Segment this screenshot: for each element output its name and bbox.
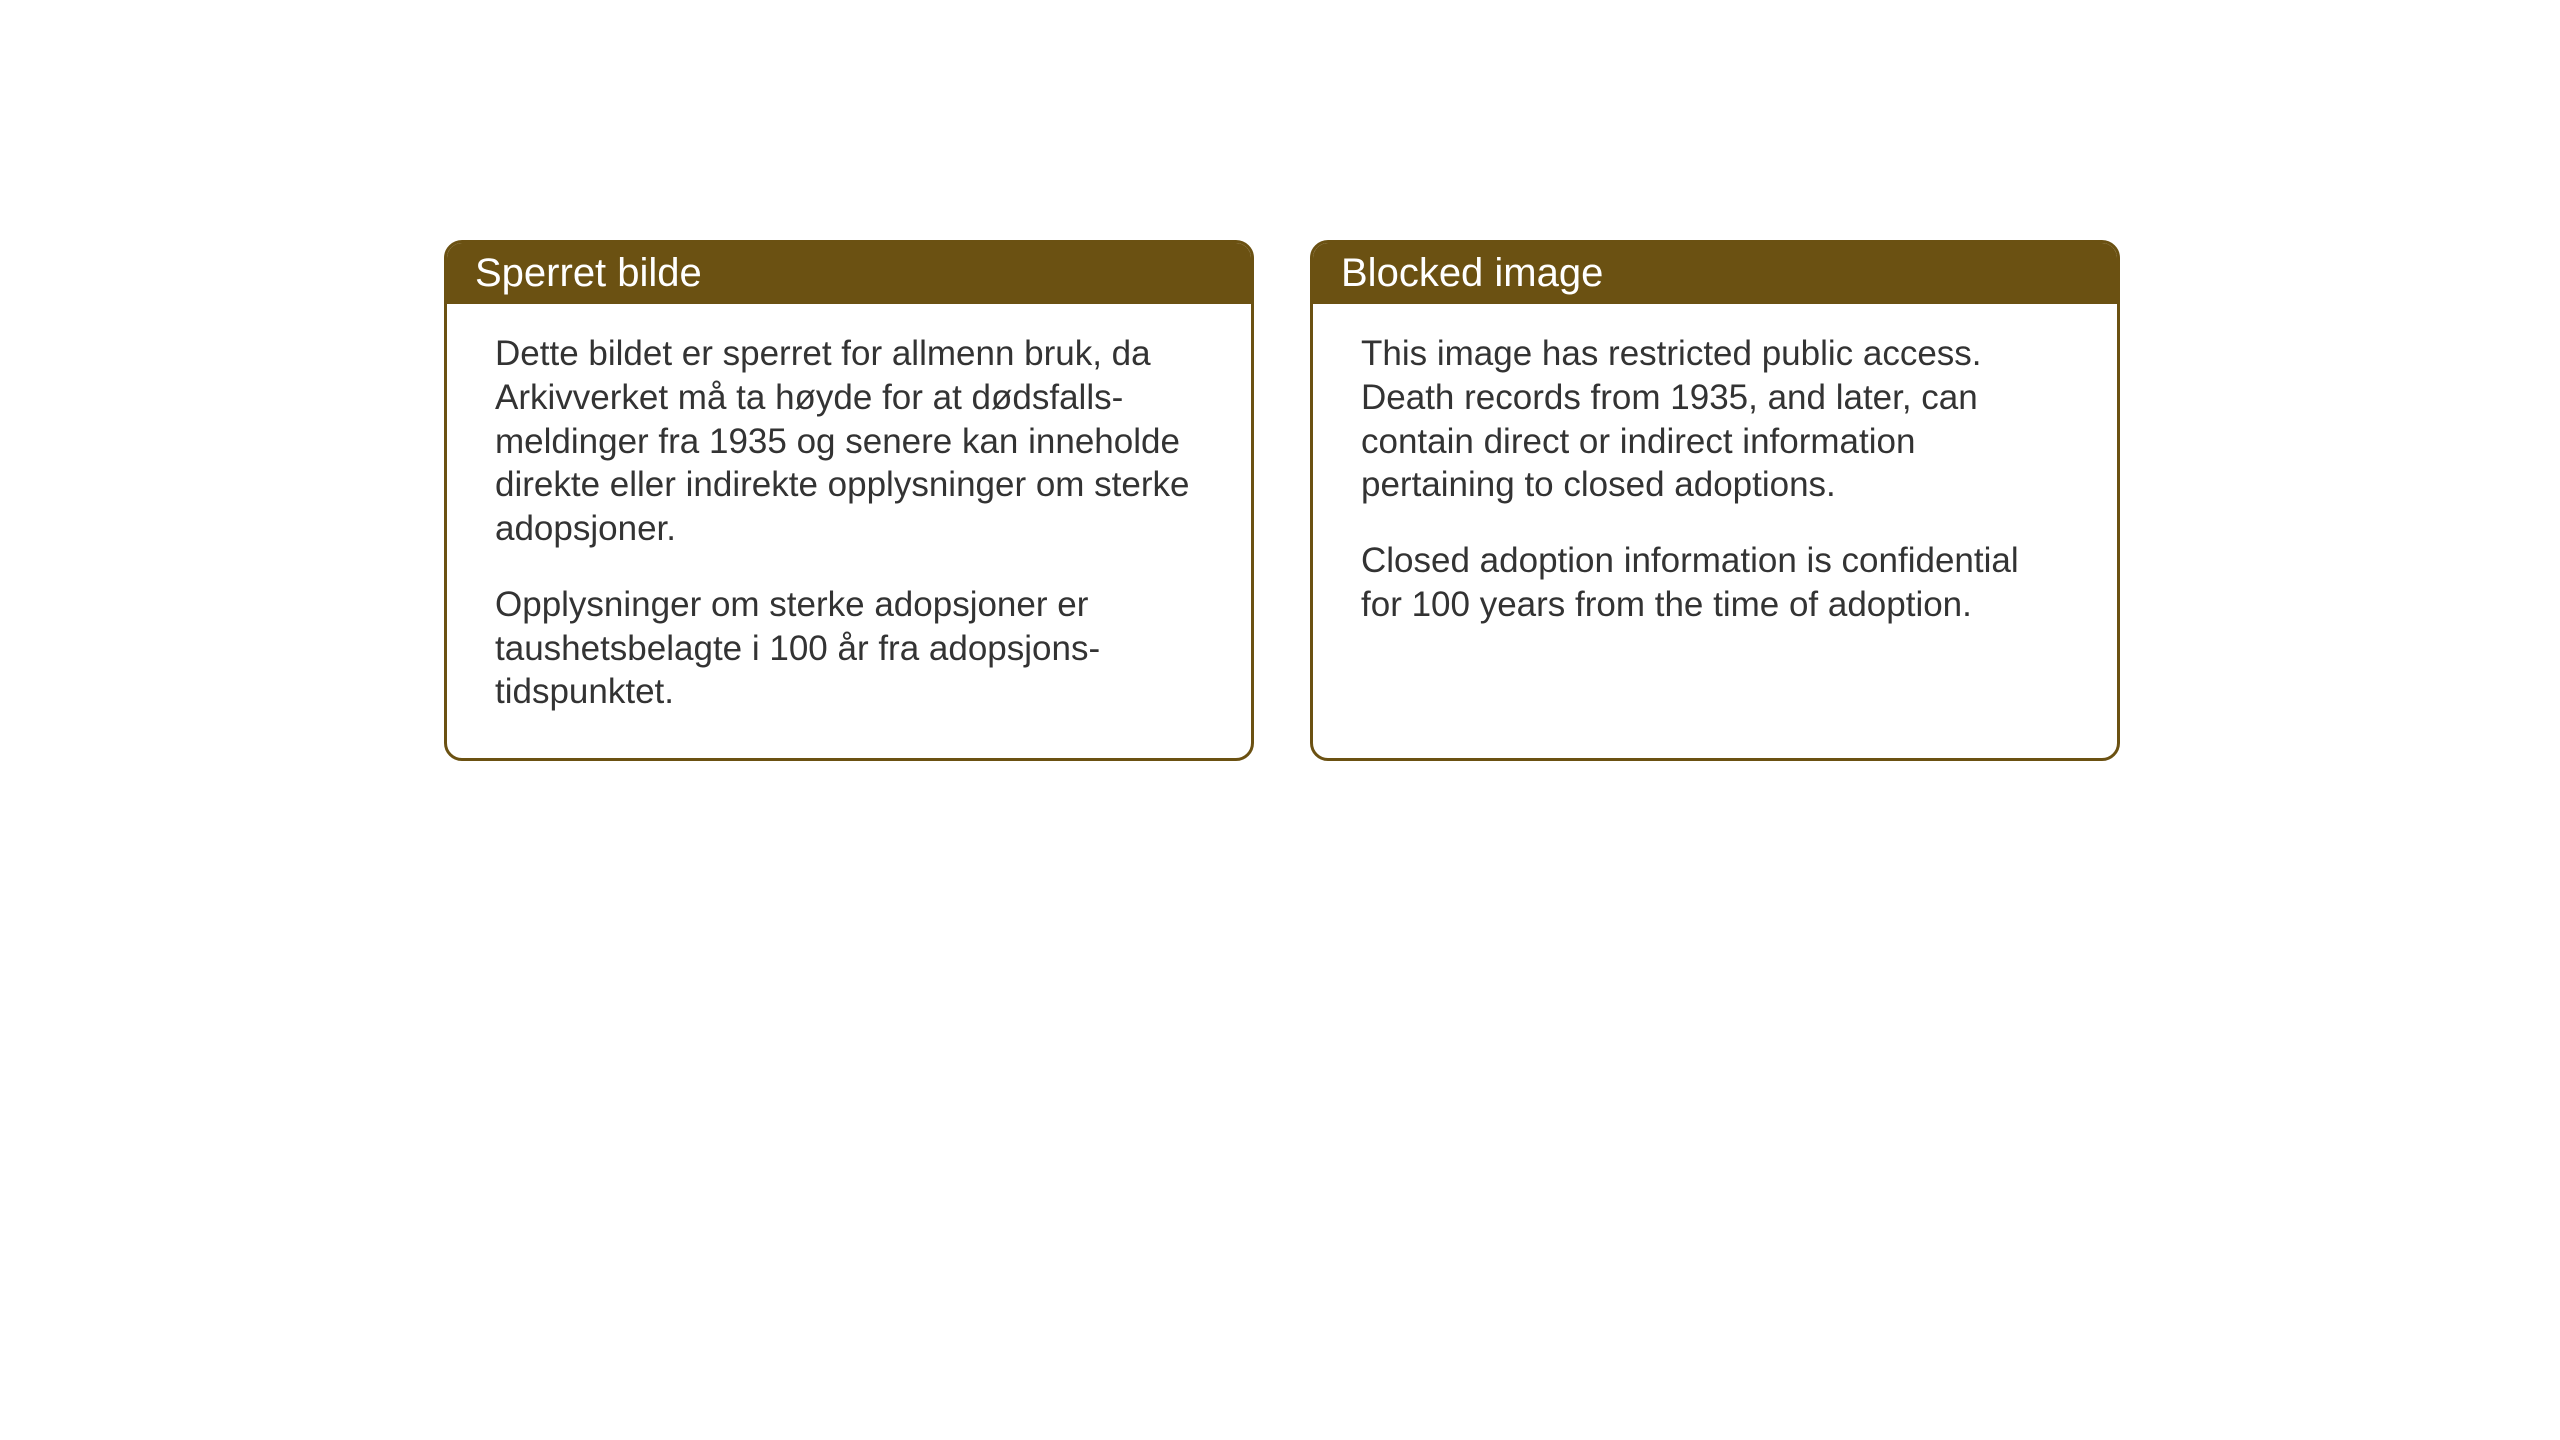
card-english: Blocked image This image has restricted …	[1310, 240, 2120, 761]
card-paragraph2-norwegian: Opplysninger om sterke adopsjoner er tau…	[495, 583, 1203, 714]
card-body-english: This image has restricted public access.…	[1313, 304, 2117, 671]
card-title-norwegian: Sperret bilde	[475, 251, 702, 295]
card-body-norwegian: Dette bildet er sperret for allmenn bruk…	[447, 304, 1251, 758]
card-norwegian: Sperret bilde Dette bildet er sperret fo…	[444, 240, 1254, 761]
cards-container: Sperret bilde Dette bildet er sperret fo…	[444, 240, 2120, 761]
card-header-english: Blocked image	[1313, 243, 2117, 304]
card-title-english: Blocked image	[1341, 251, 1603, 295]
card-paragraph1-norwegian: Dette bildet er sperret for allmenn bruk…	[495, 332, 1203, 551]
card-paragraph1-english: This image has restricted public access.…	[1361, 332, 2069, 507]
card-header-norwegian: Sperret bilde	[447, 243, 1251, 304]
card-paragraph2-english: Closed adoption information is confident…	[1361, 539, 2069, 627]
